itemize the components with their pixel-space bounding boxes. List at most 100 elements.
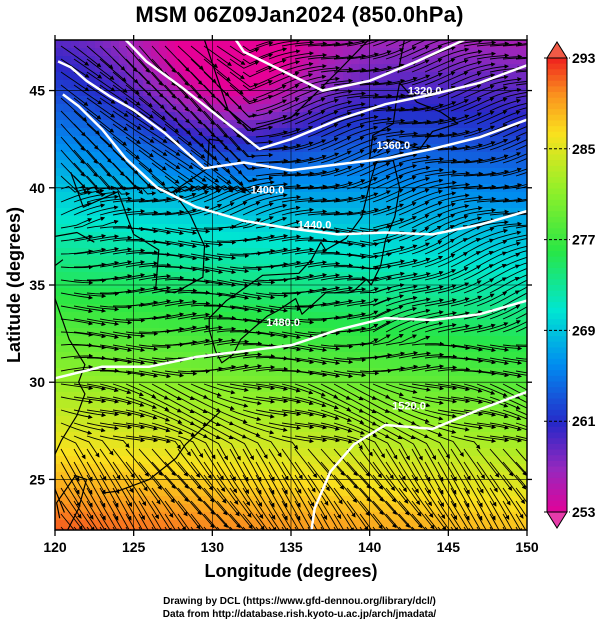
streamline-arrow [99,110,129,131]
streamline-arrow [281,331,315,339]
streamline-arrow [177,435,204,458]
streamline-arrow [255,84,287,99]
streamline-arrow [190,303,224,308]
streamline-arrow [125,409,158,420]
streamline-arrow [203,84,229,112]
streamline-arrow [112,435,146,443]
coastline [55,488,65,513]
streamline-arrow [268,128,301,138]
streamline-arrow [346,114,379,125]
streamline-arrow [242,409,275,419]
streamline-arrow [372,188,404,203]
streamline-arrow [307,98,339,112]
streamline-arrow [216,383,249,393]
streamline-arrow [424,131,458,138]
streamline-arrow [242,383,276,391]
streamline-arrow [346,287,379,294]
streamline-arrow [424,169,458,177]
streamline-arrow [307,448,332,477]
streamline-arrow [372,129,405,138]
streamline-arrow [125,84,153,108]
streamline-arrow [73,396,107,404]
streamline-arrow [177,422,208,438]
streamline-arrow [125,210,159,216]
streamline-arrow [177,253,210,262]
streamline-arrow [359,224,392,231]
streamline-arrow [476,209,510,216]
colorbar-label: 269 [572,322,596,338]
streamline-arrow [450,324,483,333]
streamline-arrow [268,305,302,312]
streamline-arrow [86,396,120,404]
streamline-arrow [398,144,432,151]
streamline-arrow [73,203,106,216]
streamline-arrow [216,364,250,372]
streamline-arrow [385,526,389,530]
streamline-arrow [346,177,378,190]
streamline-arrow [190,448,213,480]
streamline-arrow [138,123,168,144]
y-tick-label: 25 [29,471,45,487]
streamline-arrow [476,228,509,242]
streamline-arrow [450,265,482,281]
streamline-arrow [255,262,289,268]
streamline-arrow [450,216,483,229]
streamline-arrow [463,156,497,164]
streamline-arrow [242,66,273,78]
streamline-arrow [60,409,93,420]
streamline-arrow [164,253,198,261]
streamline-arrow [450,84,482,99]
streamline-arrow [320,526,324,530]
streamline-arrow [112,248,146,255]
streamline-arrow [502,256,527,268]
streamline-arrow [229,97,258,118]
streamline-arrow [164,288,198,294]
streamline-arrow [73,58,103,79]
streamline-arrow [333,383,364,401]
streamline-arrow [359,175,391,190]
streamline-arrow [515,262,527,268]
streamline-arrow [229,435,254,461]
streamline-arrow [385,306,418,320]
streamline-arrow [242,248,276,255]
streamline-arrow [216,351,250,359]
streamline-arrow [398,105,432,112]
streamline-arrow [60,123,85,151]
streamline-arrow [112,396,145,407]
streamline-arrow [138,110,167,132]
streamline-arrow [450,127,483,138]
streamline-arrow [294,97,326,112]
streamline-arrow [138,45,163,74]
streamline-arrow [320,89,353,99]
streamline-arrow [450,357,484,363]
streamline-arrow [346,298,379,307]
streamline-arrow [333,253,367,259]
streamline-arrow [99,187,131,197]
streamline-arrow [515,199,527,203]
streamline-arrow [60,218,93,229]
streamline-arrow [476,370,510,378]
streamline-arrow [229,383,263,391]
streamline-arrow [320,370,354,379]
streamline-arrow [502,435,527,442]
streamline-arrow [489,41,523,47]
streamline-arrow [320,123,352,138]
streamline-arrow [489,241,521,255]
streamline-arrow [60,45,90,66]
streamline-arrow [268,112,301,125]
streamline-arrow [424,409,457,419]
x-tick-label: 130 [201,539,225,555]
streamline-arrow [281,235,315,242]
streamline-arrow [515,107,527,112]
streamline-arrow [125,58,151,85]
streamline-arrow [86,305,120,312]
streamline-arrow [294,110,326,125]
streamline-arrow [333,435,363,450]
streamline-arrow [372,366,406,372]
coastline [55,259,64,267]
streamline-arrow [268,71,300,86]
streamline-arrow [99,448,121,480]
streamline-arrow [190,136,218,161]
streamline-arrow [281,156,315,164]
streamline-arrow [333,422,366,435]
